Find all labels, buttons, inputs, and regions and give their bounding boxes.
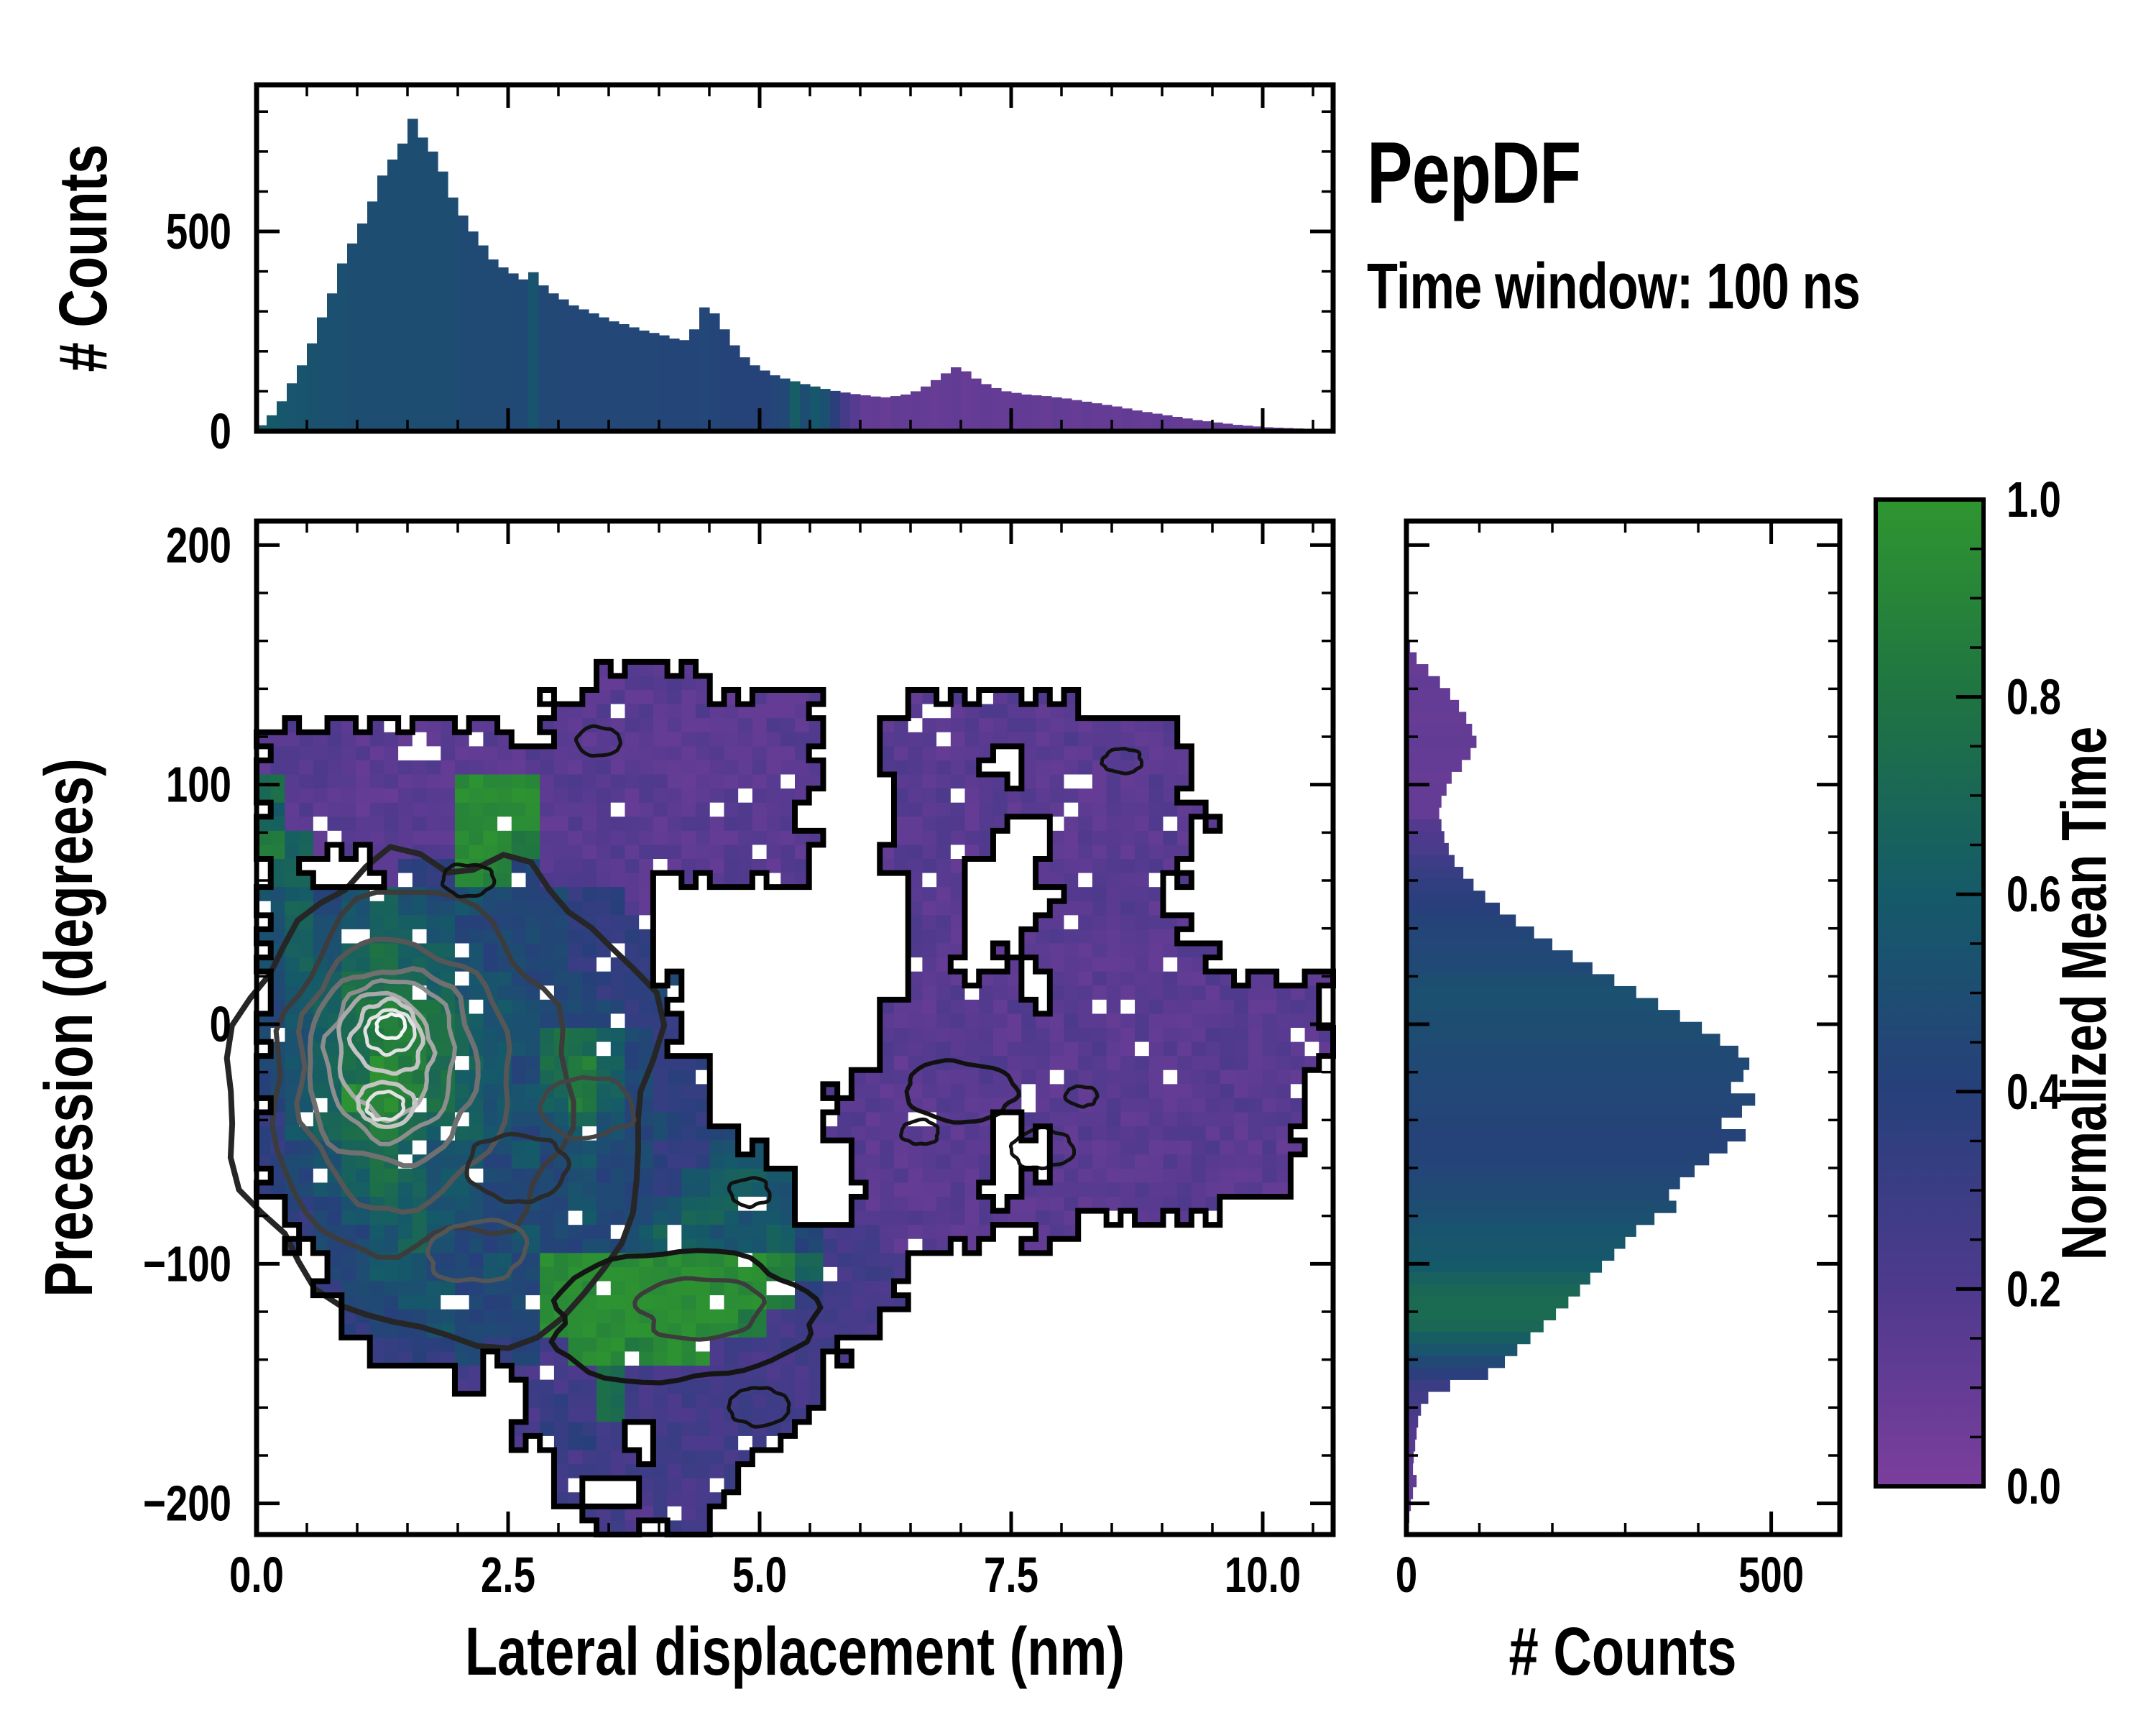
svg-text:0.4: 0.4 [2007, 1064, 2061, 1120]
colorbar-tick-labels: 0.0 0.2 0.4 0.6 0.8 1.0 [2007, 472, 2061, 1515]
main-y-tick-label: 200 [166, 518, 231, 574]
colorbar-tick-label: 0.2 [2007, 1261, 2061, 1317]
main-axes-frame [254, 518, 1336, 1537]
top-hist-y-axis-label-text: # Counts [45, 144, 121, 372]
colorbar-label-text: Normalized Mean Time [2049, 727, 2119, 1260]
main-y-tick-label: 100 [166, 757, 231, 813]
right-hist-x-tick-label: 500 [1738, 1547, 1804, 1604]
top-histogram-bars [257, 119, 1334, 432]
svg-text:0: 0 [210, 404, 231, 460]
main-x-tick-label: 2.5 [481, 1547, 535, 1604]
svg-text:200: 200 [166, 518, 231, 574]
top-histogram-frame [254, 82, 1336, 434]
right-hist-x-tick-label: 0 [1396, 1547, 1417, 1604]
svg-text:0.6: 0.6 [2007, 867, 2061, 923]
top-hist-y-axis-label: # Counts [45, 144, 121, 372]
svg-text:500: 500 [1738, 1547, 1804, 1604]
svg-text:0.0: 0.0 [2007, 1459, 2061, 1515]
svg-text:0: 0 [1396, 1547, 1417, 1604]
right-histogram-tick-labels: 0 500 [1396, 1547, 1804, 1604]
svg-text:0.0: 0.0 [229, 1547, 284, 1604]
main-x-axis-label-text: Lateral displacement (nm) [465, 1614, 1125, 1690]
right-hist-x-axis-label: # Counts [1509, 1614, 1737, 1690]
heatmap-contour-lines [224, 724, 1144, 1429]
svg-text:−100: −100 [143, 1236, 231, 1292]
colorbar-tick-label: 0.8 [2007, 669, 2061, 725]
svg-text:500: 500 [166, 204, 231, 260]
svg-text:5.0: 5.0 [732, 1547, 787, 1604]
svg-text:0.2: 0.2 [2007, 1261, 2061, 1317]
svg-text:100: 100 [166, 757, 231, 813]
top-hist-y-tick-label: 500 [166, 204, 231, 260]
colorbar-tick-label: 0.6 [2007, 867, 2061, 923]
main-x-tick-label: 10.0 [1225, 1547, 1301, 1604]
figure-title: PepDF [1367, 124, 1581, 221]
main-x-tick-label: 0.0 [229, 1547, 284, 1604]
colorbar-label: Normalized Mean Time [2049, 727, 2119, 1260]
svg-text:0.8: 0.8 [2007, 669, 2061, 725]
main-y-tick-label: −200 [143, 1476, 231, 1532]
top-histogram-tick-labels: 0 500 [166, 204, 231, 460]
main-x-tick-label: 7.5 [984, 1547, 1038, 1604]
main-y-axis-label-text: Precession (degrees) [31, 758, 107, 1297]
main-y-tick-label: −100 [143, 1236, 231, 1292]
colorbar-tick-label: 0.0 [2007, 1459, 2061, 1515]
colorbar-tick-label: 1.0 [2007, 472, 2061, 528]
colorbar-tick-label: 0.4 [2007, 1064, 2061, 1120]
main-y-axis-label: Precession (degrees) [31, 758, 107, 1297]
colorbar-ticks [1956, 497, 1984, 1489]
svg-text:1.0: 1.0 [2007, 472, 2061, 528]
main-axes-tick-labels: 0.0 2.5 5.0 7.5 10.0 200 100 0 −100 −200 [143, 518, 1301, 1604]
svg-text:7.5: 7.5 [984, 1547, 1038, 1604]
figure-subtitle: Time window: 100 ns [1367, 251, 1861, 323]
svg-text:−200: −200 [143, 1476, 231, 1532]
heatmap-cells [257, 661, 1334, 1535]
main-x-axis-label: Lateral displacement (nm) [465, 1614, 1125, 1690]
svg-text:0: 0 [210, 997, 231, 1053]
svg-text:10.0: 10.0 [1225, 1547, 1301, 1604]
main-y-tick-label: 0 [210, 997, 231, 1053]
svg-text:2.5: 2.5 [481, 1547, 535, 1604]
right-histogram-bars [1406, 640, 1756, 1535]
right-histogram-frame [1404, 518, 1843, 1537]
colorbar [1874, 497, 1986, 1489]
main-x-tick-label: 5.0 [732, 1547, 787, 1604]
top-hist-y-tick-label: 0 [210, 404, 231, 460]
right-hist-x-axis-label-text: # Counts [1509, 1614, 1737, 1690]
